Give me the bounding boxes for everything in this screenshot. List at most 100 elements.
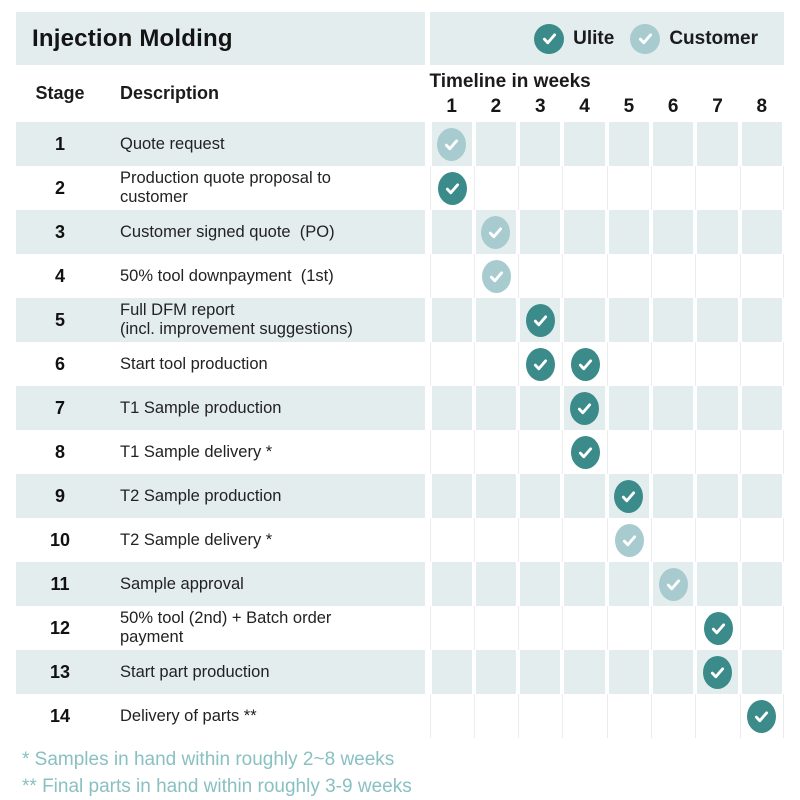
timeline-cell-week-6	[651, 562, 695, 606]
table-row: 13 Start part production	[16, 650, 784, 694]
stage-description: T1 Sample delivery *	[120, 442, 273, 461]
timeline-cell-week-3	[518, 166, 562, 210]
timeline-cell-week-3	[518, 342, 562, 386]
timeline-cells	[430, 474, 785, 518]
check-icon-ulite	[525, 303, 555, 337]
stage-description: Quote request	[120, 134, 225, 153]
timeline-cell-week-1	[430, 386, 474, 430]
legend-label: Ulite	[573, 27, 615, 49]
week-number: 5	[623, 95, 635, 117]
timeline-cell-week-4	[562, 606, 606, 650]
timeline-cells	[429, 694, 784, 738]
stage-number: 13	[49, 661, 71, 682]
check-icon-ulite	[570, 347, 600, 381]
timeline-cell-week-1	[429, 166, 474, 210]
timeline-cell-week-2	[474, 562, 518, 606]
timeline-cell-week-6	[651, 650, 695, 694]
stage-description: 50% tool (2nd) + Batch order payment	[120, 609, 332, 646]
stage-number: 2	[54, 177, 65, 198]
timeline-cell-week-3	[518, 650, 562, 694]
stage-number: 3	[54, 221, 65, 242]
timeline-cell-week-1	[429, 694, 474, 738]
table-row: 9 T2 Sample production	[16, 474, 784, 518]
timeline-cells	[429, 606, 784, 650]
week-number: 8	[756, 95, 768, 117]
timeline-cell-week-3	[518, 606, 562, 650]
timeline-cell-week-5	[606, 254, 651, 298]
timeline-cell-week-5	[607, 122, 651, 166]
timeline-cell-week-8	[739, 166, 784, 210]
timeline-cell-week-6	[651, 606, 695, 650]
legend: Ulite Customer	[430, 12, 784, 65]
timeline-cell-week-2	[474, 122, 518, 166]
timeline-cell-week-8	[739, 254, 784, 298]
timeline-cell-week-2	[473, 166, 518, 210]
timeline-cell-week-4	[562, 562, 606, 606]
stage-description: Customer signed quote (PO)	[120, 222, 335, 241]
check-icon-customer	[658, 567, 688, 601]
timeline-cells	[430, 210, 785, 254]
check-icon-customer	[481, 215, 511, 249]
timeline-cell-week-8	[740, 210, 784, 254]
timeline-cells	[429, 254, 784, 298]
stage-description: Sample approval	[120, 574, 244, 593]
timeline-header: Timeline in weeks 1 2 3 4 5 6 7 8	[430, 65, 785, 122]
table-body: 1 Quote request 2 Production quote propo…	[16, 122, 784, 738]
timeline-cell-week-5	[606, 694, 651, 738]
timeline-cell-week-4	[562, 342, 606, 386]
stage-number: 4	[54, 265, 65, 286]
timeline-cell-week-5	[607, 298, 651, 342]
check-icon-ulite	[570, 435, 600, 469]
timeline-cell-week-7	[695, 166, 739, 210]
timeline-cell-week-1	[429, 254, 474, 298]
check-icon-ulite	[703, 655, 733, 689]
timeline-cell-week-1	[430, 474, 474, 518]
timeline-cell-week-3	[518, 210, 562, 254]
timeline-cell-week-3	[518, 254, 562, 298]
table-row: 10 T2 Sample delivery *	[16, 518, 784, 562]
footnote: ** Final parts in hand within roughly 3-…	[22, 776, 412, 797]
timeline-cell-week-7	[695, 518, 739, 562]
timeline-cells	[429, 342, 784, 386]
timeline-cell-week-1	[429, 342, 474, 386]
timeline-cell-week-4	[562, 386, 606, 430]
timeline-cell-week-4	[562, 254, 606, 298]
timeline-cell-week-7	[695, 694, 739, 738]
stage-number: 1	[54, 133, 65, 154]
table-row: 4 50% tool downpayment (1st)	[16, 254, 784, 298]
stage-description: T1 Sample production	[120, 398, 282, 417]
timeline-cell-week-7	[695, 474, 739, 518]
stage-description: T2 Sample delivery *	[120, 530, 273, 549]
timeline-cell-week-4	[562, 518, 606, 562]
timeline-cell-week-4	[562, 122, 606, 166]
timeline-cell-week-6	[651, 694, 695, 738]
table-row: 11 Sample approval	[16, 562, 784, 606]
timeline-cell-week-6	[651, 298, 695, 342]
timeline-cell-week-8	[740, 386, 784, 430]
timeline-cell-week-2	[473, 606, 518, 650]
timeline-cell-week-2	[474, 650, 518, 694]
week-number: 4	[579, 95, 590, 117]
stage-number: 8	[54, 441, 65, 462]
week-number: 7	[712, 95, 723, 117]
timeline-cell-week-8	[739, 342, 784, 386]
table-row: 7 T1 Sample production	[16, 386, 784, 430]
check-icon-customer	[437, 127, 467, 161]
timeline-cell-week-5	[607, 386, 651, 430]
table-row: 12 50% tool (2nd) + Batch order payment	[16, 606, 784, 650]
table-row: 6 Start tool production	[16, 342, 784, 386]
timeline-cell-week-1	[429, 606, 474, 650]
stage-number: 10	[49, 529, 71, 550]
timeline-cell-week-3	[518, 430, 562, 474]
stage-number: 7	[54, 397, 65, 418]
timeline-cell-week-7	[695, 342, 739, 386]
timeline-cell-week-2	[473, 694, 518, 738]
check-icon-ulite	[534, 23, 565, 54]
check-icon-ulite	[614, 479, 644, 513]
timeline-cells	[430, 650, 785, 694]
stage-number: 9	[54, 485, 65, 506]
timeline-cells	[429, 166, 784, 210]
timeline-cell-week-1	[429, 430, 474, 474]
timeline-cell-week-5	[607, 210, 651, 254]
timeline-cell-week-5	[607, 474, 651, 518]
